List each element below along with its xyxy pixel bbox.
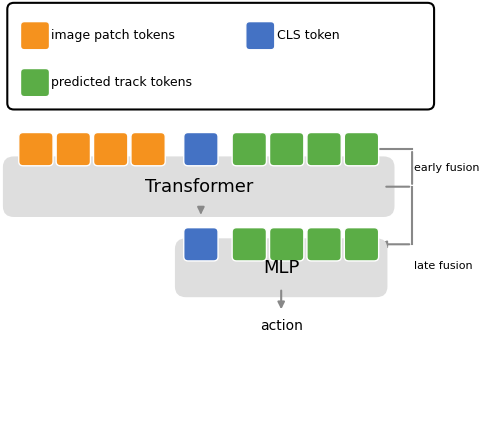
FancyBboxPatch shape: [184, 228, 218, 261]
Text: Transformer: Transformer: [145, 178, 253, 196]
FancyBboxPatch shape: [20, 68, 49, 97]
FancyBboxPatch shape: [20, 21, 49, 50]
FancyBboxPatch shape: [3, 156, 394, 217]
FancyBboxPatch shape: [184, 133, 218, 166]
FancyBboxPatch shape: [232, 228, 267, 261]
Text: action: action: [260, 318, 302, 333]
FancyBboxPatch shape: [7, 3, 434, 110]
FancyBboxPatch shape: [93, 133, 128, 166]
FancyBboxPatch shape: [131, 133, 165, 166]
FancyBboxPatch shape: [19, 133, 53, 166]
FancyBboxPatch shape: [175, 238, 388, 297]
Text: CLS token: CLS token: [276, 29, 339, 42]
FancyBboxPatch shape: [307, 228, 341, 261]
FancyBboxPatch shape: [344, 133, 378, 166]
Text: early fusion: early fusion: [414, 163, 479, 173]
FancyBboxPatch shape: [56, 133, 91, 166]
FancyBboxPatch shape: [270, 133, 304, 166]
FancyBboxPatch shape: [307, 133, 341, 166]
FancyBboxPatch shape: [232, 133, 267, 166]
FancyBboxPatch shape: [344, 228, 378, 261]
Text: MLP: MLP: [263, 259, 300, 277]
FancyBboxPatch shape: [270, 228, 304, 261]
Text: late fusion: late fusion: [414, 261, 472, 271]
Text: predicted track tokens: predicted track tokens: [51, 76, 192, 89]
Text: image patch tokens: image patch tokens: [51, 29, 175, 42]
FancyBboxPatch shape: [246, 21, 275, 50]
